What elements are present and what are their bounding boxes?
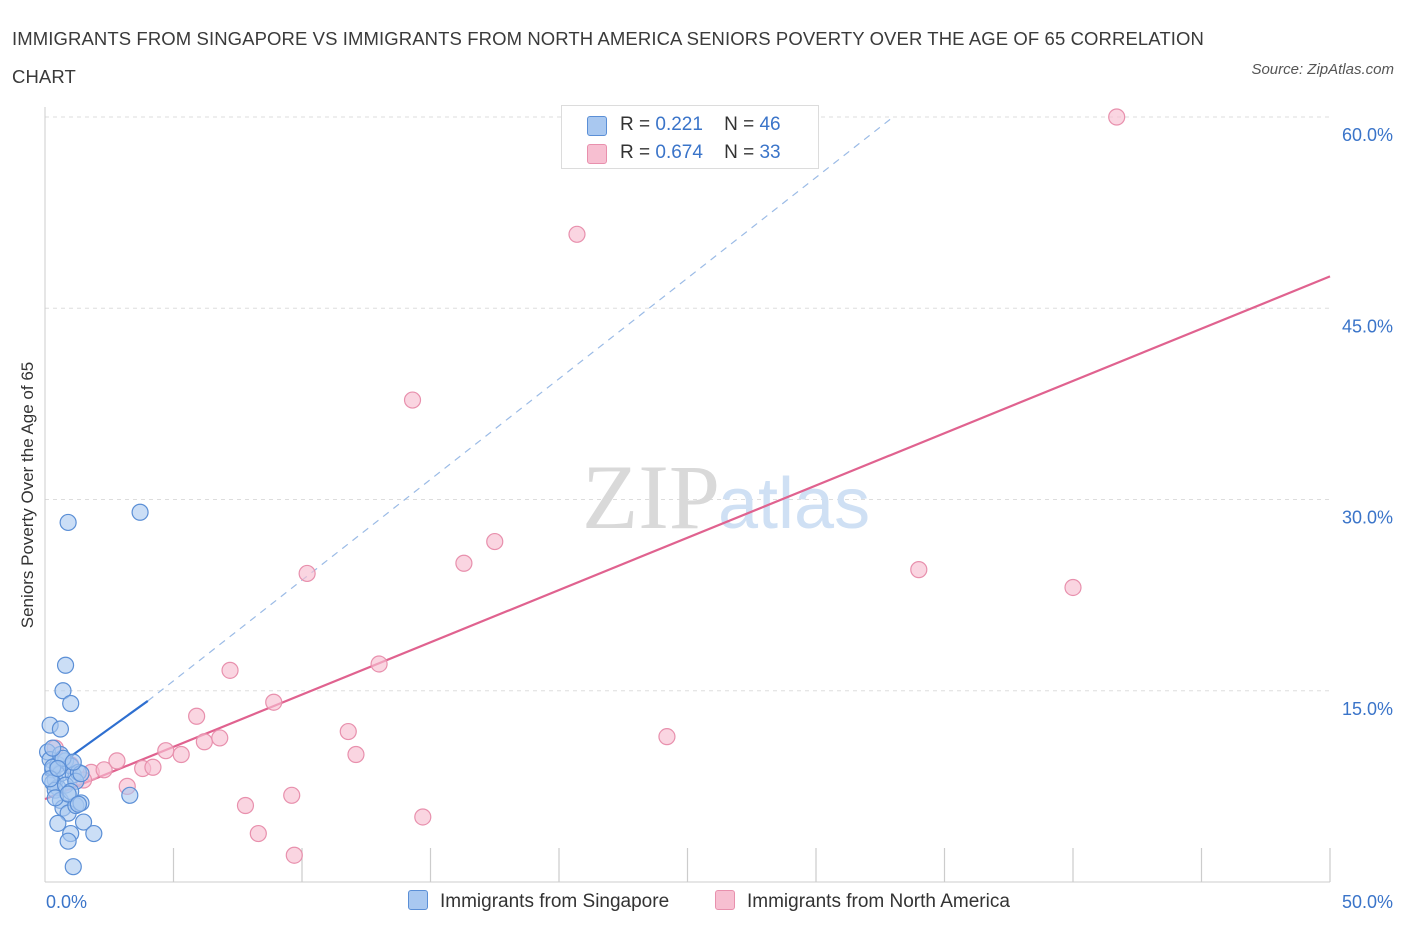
tick-labels: 15.0% 30.0% 45.0% 60.0% 0.0% 50.0% [46,125,1393,912]
n-value-north-america: 33 [759,142,781,163]
north-america-point [403,391,422,409]
singapore-legend-swatch [408,890,428,910]
north-america-trendline [44,275,1331,801]
north-america-point [188,707,206,725]
r-label: R = [620,114,651,135]
north-america-point [1064,578,1082,597]
singapore-trendline-extension [147,116,894,702]
singapore-point [49,814,67,832]
singapore-point [44,739,62,757]
north-america-point [339,722,357,741]
chart-title: IMMIGRANTS FROM SINGAPORE VS IMMIGRANTS … [12,28,1204,87]
singapore-point [49,759,67,778]
north-america-point [285,846,303,864]
singapore-point [59,832,77,850]
n-label: N = [724,114,755,135]
singapore-point [54,682,72,700]
north-america-point [486,532,504,551]
r-value-singapore: 0.221 [655,114,703,135]
singapore-point [62,694,80,713]
singapore-point [64,753,82,771]
north-america-point [211,729,229,747]
watermark-zip: ZIP [582,446,720,548]
north-america-point [265,693,283,711]
singapore-legend-label: Immigrants from Singapore [440,891,670,912]
north-america-swatch [587,144,607,164]
x-tick-label-max: 50.0% [1342,892,1393,912]
singapore-point [56,656,75,674]
singapore-point [59,513,77,532]
y-tick-label: 15.0% [1342,699,1393,719]
north-america-point [455,554,473,572]
north-america-point [221,661,239,679]
r-value-north-america: 0.674 [655,142,703,163]
north-america-point [370,655,388,673]
north-america-point [568,225,586,243]
north-america-legend-label: Immigrants from North America [747,891,1010,912]
north-america-point [658,728,676,746]
north-america-point [108,752,126,770]
watermark-atlas: atlas [718,464,870,544]
singapore-point [121,786,139,804]
y-tick-label: 30.0% [1342,508,1393,528]
north-america-point [249,824,267,843]
singapore-point [51,720,70,738]
singapore-point [69,795,88,813]
n-label: N = [724,142,755,163]
north-america-point [347,745,365,764]
n-value-singapore: 46 [759,114,781,135]
singapore-point [131,503,149,521]
singapore-point [85,824,103,843]
north-america-point [195,733,213,751]
gridlines [45,116,1330,692]
y-tick-label: 60.0% [1342,125,1393,145]
north-america-point [910,561,928,579]
singapore-point [74,813,93,831]
source-label: Source: ZipAtlas.com [1251,61,1394,78]
singapore-swatch [587,116,607,136]
singapore-point [59,785,77,803]
north-america-point [95,761,113,779]
north-america-point [1108,108,1126,126]
bottom-legend-north-america: Immigrants from North America [715,890,1010,913]
correlation-legend: R = 0.221 N = 46 R = 0.674 N = 33 [561,105,819,169]
y-tick-label: 45.0% [1342,316,1393,336]
north-america-legend-swatch [715,890,735,910]
north-america-point [172,745,190,764]
singapore-point [64,858,82,876]
north-america-point [283,786,301,804]
north-america-point [144,758,162,776]
north-america-point [157,742,175,760]
data-points [38,108,1126,876]
north-america-point [414,808,432,826]
bottom-legend-singapore: Immigrants from Singapore [408,890,669,913]
x-tick-label-min: 0.0% [46,892,87,912]
north-america-point [236,796,255,815]
r-label: R = [620,142,651,163]
north-america-point [298,564,316,583]
